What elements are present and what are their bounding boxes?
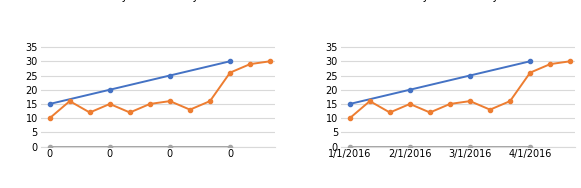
- Axis: [346, 146, 353, 148]
- Line: Axis: Axis: [347, 145, 532, 149]
- Weekly: [227, 71, 234, 74]
- Weekly: [106, 103, 113, 105]
- Monthly: [46, 103, 53, 105]
- Weekly: [526, 71, 533, 74]
- Weekly: [206, 100, 213, 102]
- Weekly: [426, 111, 433, 114]
- Axis: [467, 146, 474, 148]
- Weekly: [446, 103, 453, 105]
- Monthly: [406, 89, 413, 91]
- Axis: [106, 146, 113, 148]
- Weekly: [187, 108, 193, 111]
- Weekly: [66, 100, 73, 102]
- Monthly: [467, 74, 474, 77]
- Weekly: [406, 103, 413, 105]
- Axis: [526, 146, 533, 148]
- Weekly: [547, 63, 554, 65]
- Weekly: [566, 60, 573, 62]
- Weekly: [507, 100, 514, 102]
- Line: Monthly: Monthly: [347, 59, 532, 106]
- Line: Monthly: Monthly: [48, 59, 232, 106]
- Axis: [227, 146, 234, 148]
- Weekly: [126, 111, 133, 114]
- Legend: Monthly, Weekly, Axis: Monthly, Weekly, Axis: [361, 0, 554, 2]
- Monthly: [227, 60, 234, 62]
- Weekly: [386, 111, 393, 114]
- Line: Axis: Axis: [48, 145, 232, 149]
- Monthly: [106, 89, 113, 91]
- Weekly: [246, 63, 253, 65]
- Monthly: [526, 60, 533, 62]
- Weekly: [86, 111, 93, 114]
- Monthly: [346, 103, 353, 105]
- Line: Weekly: Weekly: [48, 59, 272, 120]
- Weekly: [267, 60, 274, 62]
- Axis: [46, 146, 53, 148]
- Legend: Monthly, Weekly, Axis: Monthly, Weekly, Axis: [62, 0, 254, 2]
- Weekly: [46, 117, 53, 119]
- Axis: [166, 146, 173, 148]
- Weekly: [146, 103, 153, 105]
- Weekly: [346, 117, 353, 119]
- Weekly: [486, 108, 493, 111]
- Line: Weekly: Weekly: [347, 59, 572, 120]
- Axis: [406, 146, 413, 148]
- Weekly: [366, 100, 373, 102]
- Monthly: [166, 74, 173, 77]
- Weekly: [166, 100, 173, 102]
- Weekly: [467, 100, 474, 102]
